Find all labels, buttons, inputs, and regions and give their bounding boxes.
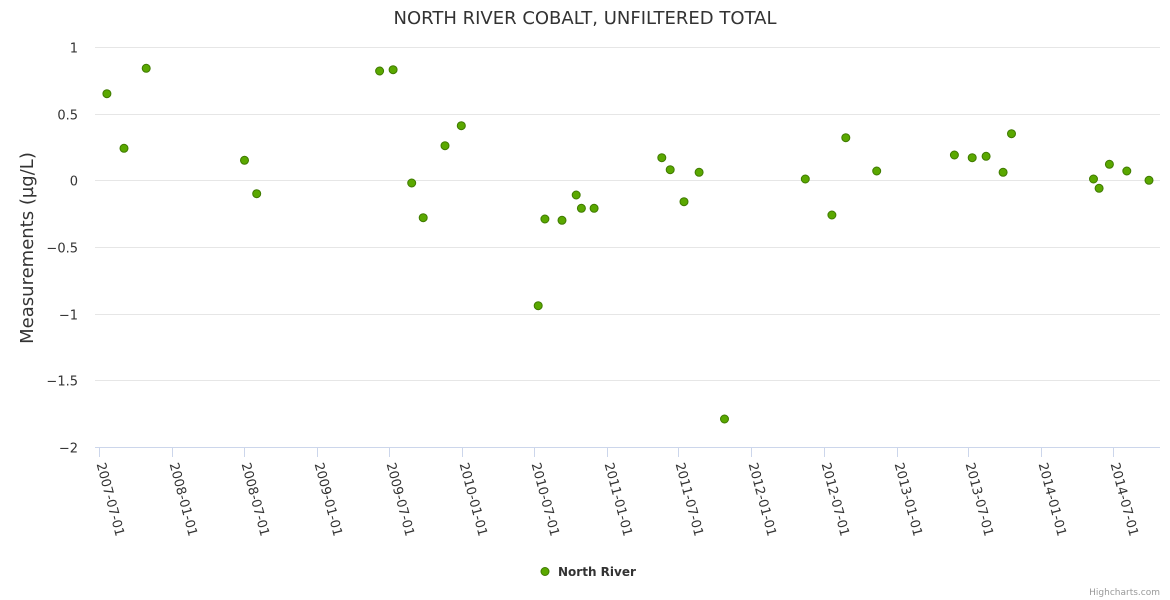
data-point [694, 167, 704, 177]
y-tick-label: −0.5 [46, 242, 78, 257]
data-point [1007, 129, 1016, 139]
data-point [388, 65, 398, 75]
y-tick-label: −1 [59, 309, 78, 324]
chart-title: NORTH RIVER COBALT, UNFILTERED TOTAL [394, 8, 777, 29]
data-point [949, 150, 959, 160]
y-tick-label: 0.5 [57, 109, 78, 124]
data-point [533, 301, 543, 311]
gridlines [95, 47, 1160, 381]
data-point [456, 121, 466, 131]
y-axis-ticks: 1 0.5 0 −0.5 −1 −1.5 −2 [46, 42, 78, 457]
data-point [1089, 174, 1098, 184]
data-point [407, 178, 417, 188]
data-point [576, 203, 586, 213]
data-point [967, 153, 977, 163]
data-point [679, 197, 689, 207]
data-point [418, 213, 428, 223]
data-point [252, 189, 262, 199]
y-tick-label: 1 [70, 42, 78, 57]
data-point [141, 63, 151, 73]
data-point [440, 141, 450, 151]
legend-label: North River [558, 565, 636, 579]
data-point [375, 66, 385, 76]
data-point [657, 153, 667, 163]
legend-item-north-river[interactable]: North River [540, 565, 636, 579]
data-point [720, 414, 729, 424]
data-point [1144, 175, 1154, 185]
data-point [872, 166, 882, 176]
y-tick-label: −1.5 [46, 375, 78, 390]
data-point [571, 190, 581, 200]
data-point [827, 210, 837, 220]
data-point [1094, 183, 1104, 193]
legend-marker-icon [540, 567, 550, 576]
y-tick-label: 0 [70, 175, 78, 190]
data-point [998, 167, 1008, 177]
series-north-river [102, 63, 1154, 424]
data-point [557, 215, 567, 225]
data-point [119, 143, 129, 153]
data-point [800, 174, 810, 184]
data-point [981, 151, 991, 161]
y-axis-label: Measurements (µg/L) [17, 152, 38, 344]
y-tick-label: −2 [59, 442, 78, 457]
data-point [240, 155, 249, 165]
data-point [1104, 159, 1114, 169]
data-point [540, 214, 550, 224]
credits-link[interactable]: Highcharts.com [1089, 588, 1160, 598]
data-point [1122, 166, 1132, 176]
data-point [589, 203, 599, 213]
data-point [102, 89, 112, 99]
data-point [665, 165, 675, 175]
data-point [841, 133, 851, 143]
